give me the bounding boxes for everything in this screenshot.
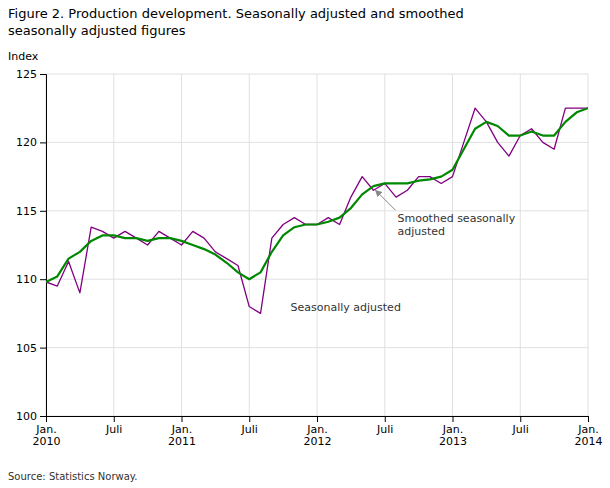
x-tick-label-line: 2013: [439, 435, 467, 448]
x-tick: Jan.2014: [575, 416, 603, 448]
y-tick-mark: [40, 416, 46, 417]
y-axis-label: Index: [8, 50, 39, 63]
x-tick-label: Jan.2010: [33, 423, 61, 449]
annotation-line: Smoothed seasonally: [397, 212, 515, 225]
annotation: Smoothed seasonallyadjusted: [397, 212, 515, 238]
annotation-line: Seasonally adjusted: [291, 301, 401, 314]
y-tick-mark: [40, 211, 46, 212]
x-tick-mark: [317, 416, 318, 422]
y-tick-label: 120: [16, 136, 37, 149]
x-tick-label: Jan.2012: [304, 423, 332, 449]
lines: [46, 108, 588, 313]
annotation: Seasonally adjusted: [291, 301, 401, 314]
x-tick-label-line: 2014: [575, 435, 603, 448]
x-tick-label-line: Jan.: [442, 423, 463, 436]
x-tick-label-line: Jan.: [306, 423, 327, 436]
series-line: [46, 108, 588, 313]
title-line: Figure 2. Production development. Season…: [8, 6, 464, 21]
x-tick-label-line: Juli: [512, 423, 529, 436]
x-tick-label-line: Jan.: [577, 423, 598, 436]
annotations: Seasonally adjusted Smoothed seasonallyad…: [291, 190, 516, 314]
x-tick-label-line: Juli: [105, 423, 122, 436]
x-tick-mark: [385, 416, 386, 422]
x-tick: Jan.2013: [439, 416, 467, 448]
x-tick-label: Juli: [376, 423, 393, 436]
plot: Jan.2010JuliJan.2011JuliJan.2012JuliJan.…: [16, 68, 603, 448]
y-tick-label: 125: [16, 68, 37, 81]
chart-container: Jan.2010JuliJan.2011JuliJan.2012JuliJan.…: [0, 0, 610, 488]
x-tick-mark: [249, 416, 250, 422]
x-tick-label-line: Juli: [376, 423, 393, 436]
y-tick: 110: [16, 273, 46, 286]
x-tick-mark: [114, 416, 115, 422]
x-grid-line: [113, 74, 114, 416]
title: Figure 2. Production development. Season…: [8, 6, 464, 38]
x-tick-mark: [182, 416, 183, 422]
y-tick: 105: [16, 342, 46, 355]
x-tick-mark: [453, 416, 454, 422]
x-tick: Jan.2011: [168, 416, 196, 448]
y-axis-line: [40, 75, 47, 417]
x-grid-line: [588, 74, 589, 416]
x-axis-line: [47, 417, 589, 423]
x-tick-label-line: 2011: [168, 435, 196, 448]
grid: [46, 74, 588, 416]
y-tick-label: 105: [16, 342, 37, 355]
y-tick-mark: [40, 279, 46, 280]
y-tick-mark: [40, 74, 46, 75]
source: Source: Statistics Norway.: [8, 471, 137, 482]
x-tick-mark: [588, 416, 589, 422]
x-tick: Jan.2012: [304, 416, 332, 448]
annotation-line: adjusted: [397, 225, 445, 238]
y-tick-label: 100: [16, 410, 37, 423]
x-axis: Jan.2010JuliJan.2011JuliJan.2012JuliJan.…: [33, 416, 603, 448]
x-tick-label-line: Jan.: [35, 423, 56, 436]
annotation-arrow: [375, 190, 395, 210]
y-tick: 115: [16, 205, 46, 218]
x-grid-line: [317, 74, 318, 416]
y-tick-label: 110: [16, 273, 37, 286]
x-grid-line: [520, 74, 521, 416]
y-tick: 125: [16, 68, 46, 81]
title-line: seasonally adjusted figures: [8, 23, 186, 38]
x-tick: Juli: [376, 416, 393, 436]
y-tick-mark: [40, 142, 46, 143]
x-tick-label: Juli: [512, 423, 529, 436]
y-tick: 120: [16, 136, 46, 149]
x-grid-line: [384, 74, 385, 416]
x-tick-label-line: Jan.: [171, 423, 192, 436]
x-tick-label: Jan.2013: [439, 423, 467, 449]
y-tick-mark: [40, 348, 46, 349]
y-tick: 100: [16, 410, 46, 423]
x-tick-label: Jan.2011: [168, 423, 196, 449]
x-grid-line: [249, 74, 250, 416]
x-tick-label-line: Juli: [241, 423, 258, 436]
x-tick-label-line: 2012: [304, 435, 332, 448]
x-tick-label-line: 2010: [33, 435, 61, 448]
y-tick-label: 115: [16, 205, 37, 218]
chart-svg: Jan.2010JuliJan.2011JuliJan.2012JuliJan.…: [0, 0, 610, 488]
x-grid-line: [452, 74, 453, 416]
x-tick-label: Juli: [105, 423, 122, 436]
x-tick-mark: [520, 416, 521, 422]
x-tick: Juli: [512, 416, 529, 436]
y-axis: 100 105 110 115 120 125: [16, 68, 47, 423]
x-tick: Juli: [105, 416, 122, 436]
series-line: [46, 108, 588, 282]
x-tick: Juli: [241, 416, 258, 436]
x-tick-label: Jan.2014: [575, 423, 603, 449]
x-tick-label: Juli: [241, 423, 258, 436]
